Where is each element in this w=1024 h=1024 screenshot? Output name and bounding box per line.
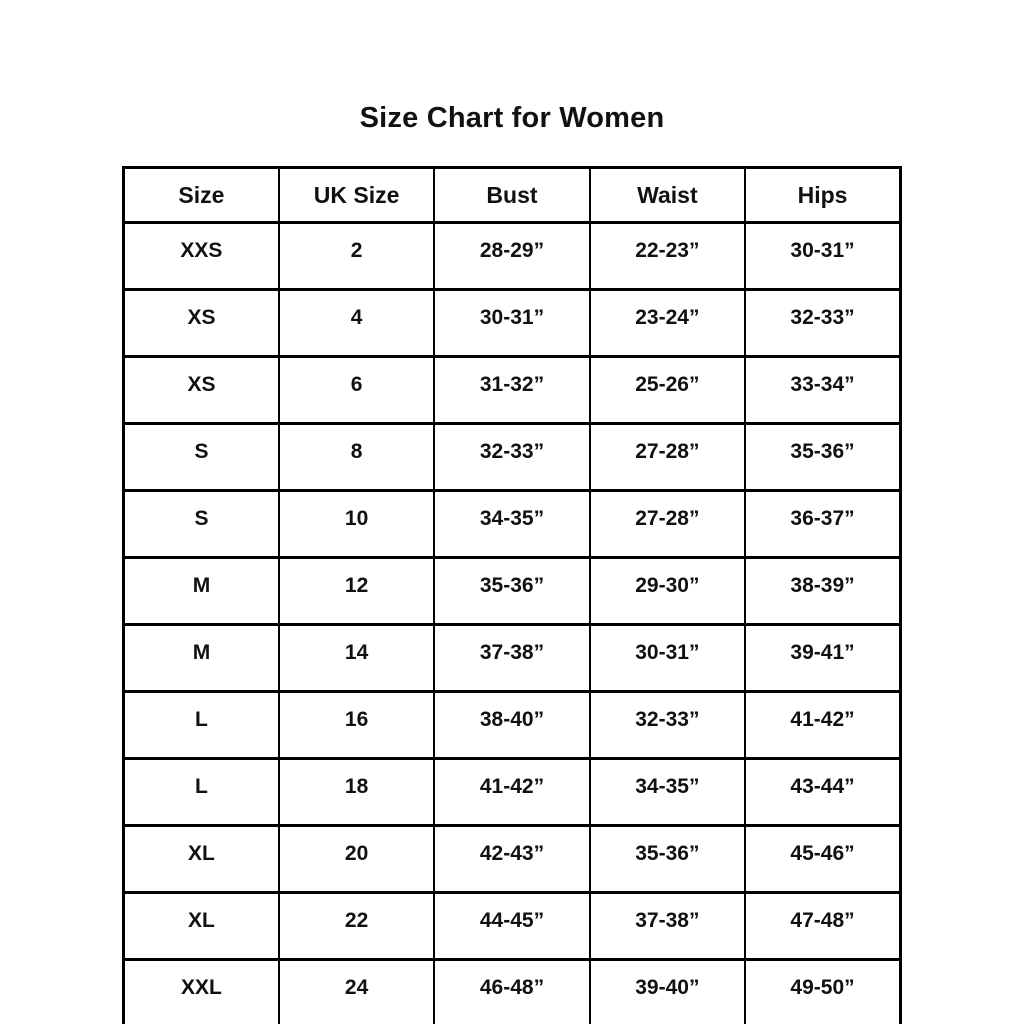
table-cell: 41-42”: [744, 690, 902, 760]
table-cell: 29-30”: [588, 556, 747, 626]
table-cell: 2: [277, 221, 436, 291]
column-header: Bust: [433, 166, 591, 224]
table-cell: 41-42”: [433, 757, 591, 827]
table-row: XL 20 42-43” 35-36” 45-46”: [122, 824, 902, 894]
table-cell: 38-40”: [433, 690, 591, 760]
size-table-body: XXS 2 28-29” 22-23” 30-31” XS 4 30-31” 23-24” 32-…: [122, 221, 902, 1024]
table-cell: XL: [122, 824, 280, 894]
table-cell: XL: [122, 891, 280, 961]
page-title: Size Chart for Women: [359, 102, 665, 134]
table-cell: 25-26”: [588, 355, 747, 425]
table-cell: 22: [277, 891, 436, 961]
table-cell: 33-34”: [744, 355, 902, 425]
table-cell: XS: [122, 288, 280, 358]
table-cell: 30-31”: [588, 623, 747, 693]
table-row: L 16 38-40” 32-33” 41-42”: [122, 690, 902, 760]
table-cell: 37-38”: [433, 623, 591, 693]
table-cell: 44-45”: [433, 891, 591, 961]
size-table-head: Size UK Size Bust Waist Hips: [122, 166, 902, 224]
table-cell: 42-43”: [433, 824, 591, 894]
table-cell: 12: [277, 556, 436, 626]
table-cell: 35-36”: [433, 556, 591, 626]
table-cell: 16: [277, 690, 436, 760]
table-cell: 22-23”: [588, 221, 747, 291]
table-row: M 14 37-38” 30-31” 39-41”: [122, 623, 902, 693]
table-cell: 34-35”: [433, 489, 591, 559]
table-cell: XXS: [122, 221, 280, 291]
table-cell: 30-31”: [744, 221, 902, 291]
column-header: Size: [122, 166, 280, 224]
table-cell: 39-40”: [588, 958, 747, 1024]
table-row: XXL 24 46-48” 39-40” 49-50”: [122, 958, 902, 1024]
table-cell: 4: [277, 288, 436, 358]
table-row: L 18 41-42” 34-35” 43-44”: [122, 757, 902, 827]
table-row: M 12 35-36” 29-30” 38-39”: [122, 556, 902, 626]
table-row: XXS 2 28-29” 22-23” 30-31”: [122, 221, 902, 291]
table-cell: 14: [277, 623, 436, 693]
table-cell: 35-36”: [588, 824, 747, 894]
table-cell: 30-31”: [433, 288, 591, 358]
table-cell: 28-29”: [433, 221, 591, 291]
table-cell: L: [122, 690, 280, 760]
table-cell: L: [122, 757, 280, 827]
table-cell: XS: [122, 355, 280, 425]
table-cell: 32-33”: [588, 690, 747, 760]
table-cell: 6: [277, 355, 436, 425]
table-cell: XXL: [122, 958, 280, 1024]
table-cell: 18: [277, 757, 436, 827]
table-cell: S: [122, 422, 280, 492]
column-header: Waist: [588, 166, 747, 224]
table-cell: 20: [277, 824, 436, 894]
column-header: Hips: [744, 166, 902, 224]
size-chart-table: Size UK Size Bust Waist Hips XXS 2 28-29” 22-23…: [122, 166, 902, 1024]
table-cell: 43-44”: [744, 757, 902, 827]
table-row: S 8 32-33” 27-28” 35-36”: [122, 422, 902, 492]
table-cell: 27-28”: [588, 422, 747, 492]
table-cell: 36-37”: [744, 489, 902, 559]
table-cell: 37-38”: [588, 891, 747, 961]
table-cell: 38-39”: [744, 556, 902, 626]
table-cell: 27-28”: [588, 489, 747, 559]
table-cell: 31-32”: [433, 355, 591, 425]
header-row: Size UK Size Bust Waist Hips: [122, 166, 902, 224]
table-row: S 10 34-35” 27-28” 36-37”: [122, 489, 902, 559]
table-cell: 45-46”: [744, 824, 902, 894]
table-cell: 32-33”: [433, 422, 591, 492]
table-cell: 34-35”: [588, 757, 747, 827]
table-cell: 10: [277, 489, 436, 559]
table-row: XL 22 44-45” 37-38” 47-48”: [122, 891, 902, 961]
table-cell: 39-41”: [744, 623, 902, 693]
table-row: XS 4 30-31” 23-24” 32-33”: [122, 288, 902, 358]
table-cell: M: [122, 556, 280, 626]
table-row: XS 6 31-32” 25-26” 33-34”: [122, 355, 902, 425]
table-cell: 49-50”: [744, 958, 902, 1024]
table-cell: 8: [277, 422, 436, 492]
table-cell: 46-48”: [433, 958, 591, 1024]
table-cell: S: [122, 489, 280, 559]
table-cell: 24: [277, 958, 436, 1024]
table-cell: 35-36”: [744, 422, 902, 492]
column-header: UK Size: [277, 166, 436, 224]
table-cell: 32-33”: [744, 288, 902, 358]
table-cell: M: [122, 623, 280, 693]
table-cell: 23-24”: [588, 288, 747, 358]
table-cell: 47-48”: [744, 891, 902, 961]
